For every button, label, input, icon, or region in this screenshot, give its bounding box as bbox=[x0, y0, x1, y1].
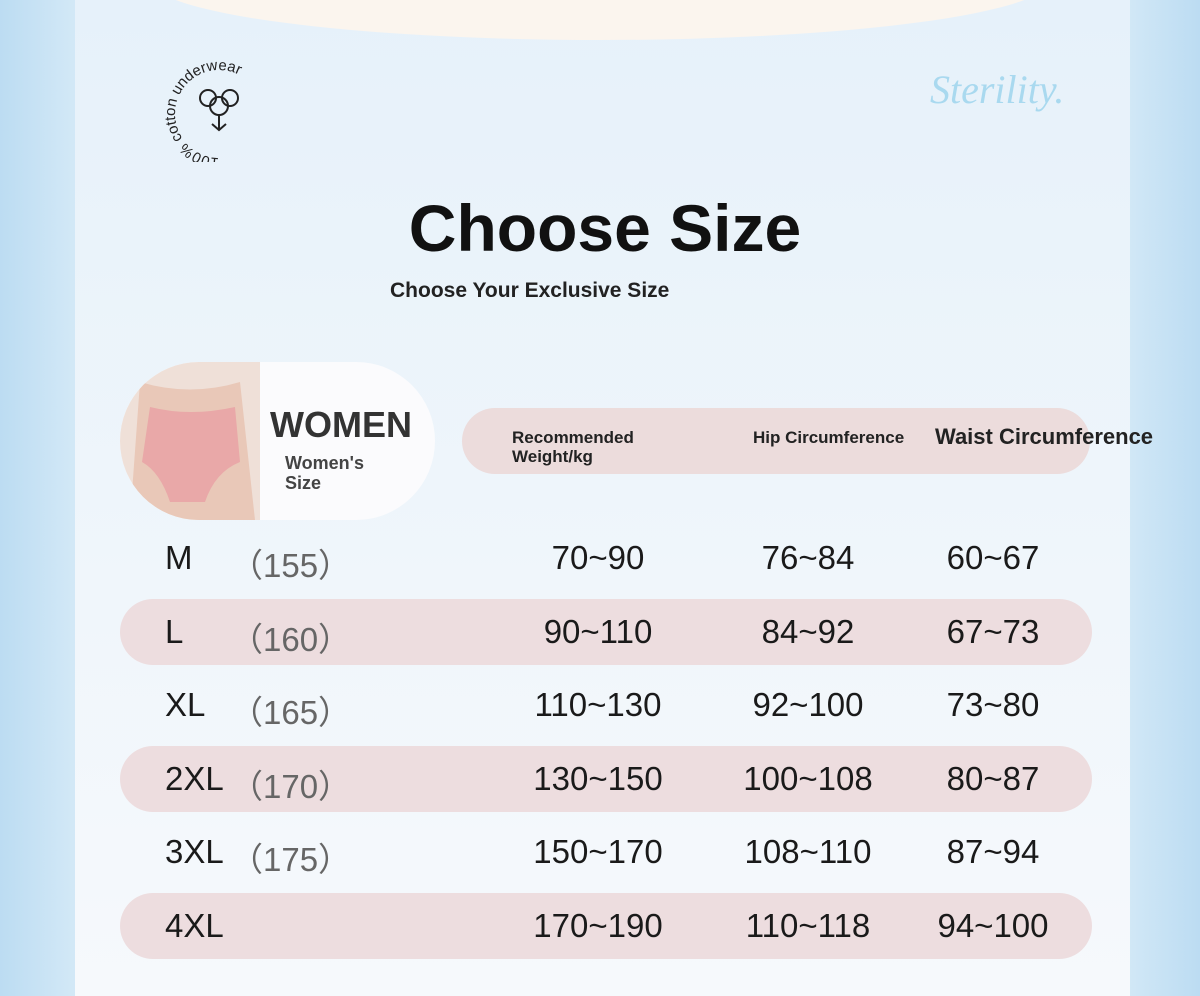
cell: 84~92 bbox=[761, 612, 855, 650]
model-image bbox=[120, 362, 260, 520]
subtitle: Choose Your Exclusive Size bbox=[390, 279, 670, 302]
height: （155） bbox=[230, 547, 352, 584]
cell: 90~110 bbox=[543, 612, 653, 650]
badge-text-path: 100% cotton underwear bbox=[162, 58, 245, 162]
row-band bbox=[120, 893, 1092, 959]
size: 4XL bbox=[165, 907, 224, 944]
row-band bbox=[120, 598, 1092, 665]
cell: 170~190 bbox=[533, 907, 663, 944]
column-header: Recommended Weight/kg bbox=[512, 428, 634, 466]
column-header: Hip Circumference bbox=[753, 428, 905, 447]
size: L bbox=[165, 612, 184, 650]
cell: 73~80 bbox=[946, 686, 1040, 724]
women-label: WOMEN bbox=[270, 404, 412, 445]
cell: 60~67 bbox=[946, 539, 1040, 576]
height: （165） bbox=[230, 694, 352, 732]
height: （170） bbox=[230, 767, 352, 805]
women-sublabel: Women's Size bbox=[285, 453, 364, 493]
height: （175） bbox=[230, 841, 352, 879]
cell: 67~73 bbox=[946, 612, 1040, 650]
cell: 110~118 bbox=[745, 907, 871, 944]
row-band bbox=[120, 745, 1092, 812]
cell: 110~130 bbox=[534, 686, 662, 724]
cell: 92~100 bbox=[752, 686, 864, 724]
header-pill bbox=[462, 408, 1090, 474]
cell: 76~84 bbox=[761, 539, 855, 576]
height: （160） bbox=[230, 620, 352, 658]
size: M bbox=[165, 539, 193, 576]
cell: 87~94 bbox=[946, 833, 1040, 871]
cell: 94~100 bbox=[937, 907, 1049, 944]
cell: 150~170 bbox=[533, 833, 663, 871]
cell: 108~110 bbox=[744, 833, 872, 871]
brand: Sterility. bbox=[930, 67, 1065, 112]
badge-text: 100% cotton underwear bbox=[162, 58, 245, 162]
size: XL bbox=[165, 686, 206, 724]
women-pill bbox=[120, 362, 435, 520]
size: 3XL bbox=[165, 833, 224, 871]
cell: 100~108 bbox=[743, 759, 873, 797]
cotton-badge: 100% cotton underwear bbox=[162, 58, 245, 162]
title: Choose Size bbox=[408, 191, 802, 265]
column-header: Waist Circumference bbox=[935, 424, 1154, 449]
cell: 80~87 bbox=[946, 759, 1040, 797]
cell: 70~90 bbox=[551, 539, 645, 576]
size: 2XL bbox=[165, 759, 224, 797]
cell: 130~150 bbox=[533, 759, 663, 797]
